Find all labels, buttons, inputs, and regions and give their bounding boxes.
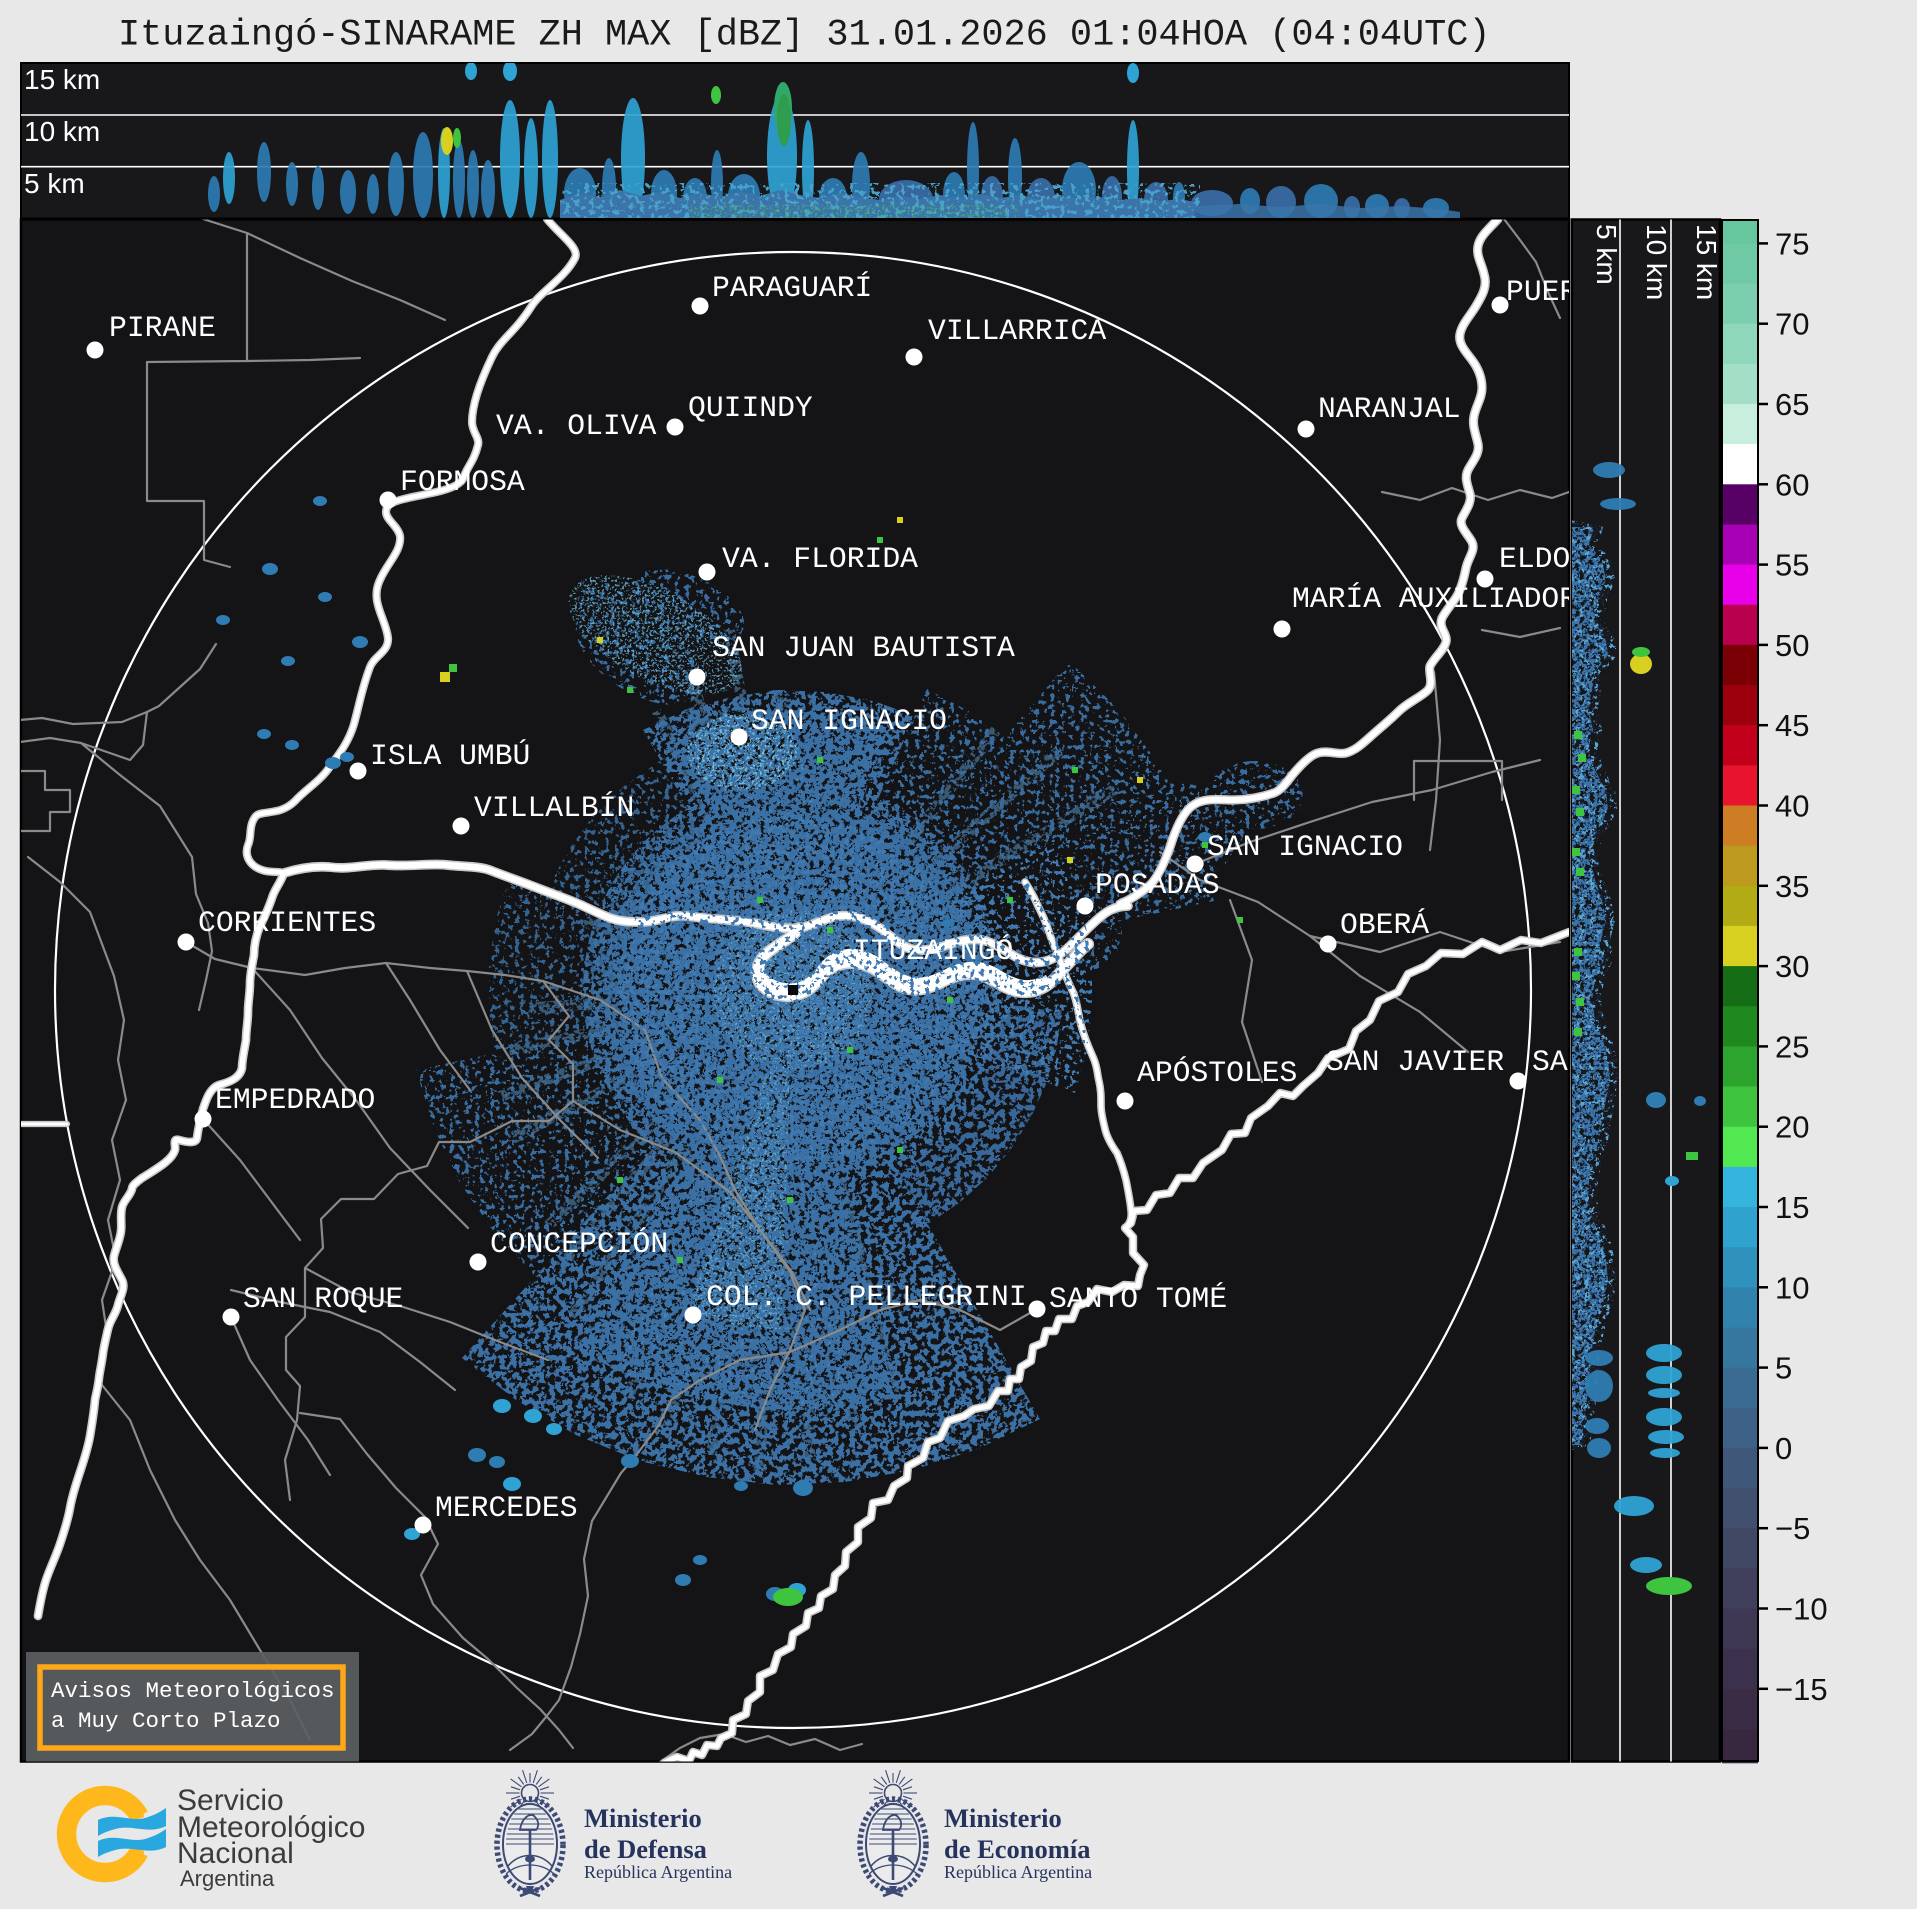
svg-text:VILLALBÍN: VILLALBÍN — [474, 791, 634, 825]
svg-text:SANTA MARÍA: SANTA MARÍA — [1532, 1045, 1728, 1079]
svg-text:SAN IGNACIO: SAN IGNACIO — [1207, 830, 1403, 864]
svg-text:Meteorológico: Meteorológico — [177, 1811, 365, 1844]
svg-text:Argentina: Argentina — [180, 1866, 275, 1891]
svg-text:PIRANE: PIRANE — [109, 311, 216, 345]
svg-text:República Argentina: República Argentina — [584, 1862, 732, 1882]
svg-text:SAN JAVIER: SAN JAVIER — [1326, 1045, 1504, 1079]
svg-text:10 km: 10 km — [1641, 224, 1672, 300]
svg-text:−10: −10 — [1775, 1592, 1828, 1627]
svg-text:OBERÁ: OBERÁ — [1340, 908, 1429, 942]
svg-text:55: 55 — [1775, 548, 1809, 583]
svg-text:VILLARRICA: VILLARRICA — [928, 314, 1106, 348]
svg-text:QUIINDY: QUIINDY — [688, 391, 813, 425]
svg-text:35: 35 — [1775, 869, 1809, 904]
svg-text:POSADAS: POSADAS — [1095, 868, 1220, 902]
svg-text:FORMOSA: FORMOSA — [400, 465, 525, 499]
svg-text:15 km: 15 km — [1691, 224, 1722, 300]
svg-text:20: 20 — [1775, 1110, 1809, 1145]
svg-text:APÓSTOLES: APÓSTOLES — [1137, 1056, 1297, 1090]
svg-text:75: 75 — [1775, 226, 1809, 261]
svg-text:5 km: 5 km — [1591, 224, 1622, 285]
svg-text:15: 15 — [1775, 1190, 1809, 1225]
svg-text:República Argentina: República Argentina — [944, 1862, 1092, 1882]
svg-text:CORRIENTES: CORRIENTES — [198, 906, 376, 940]
svg-text:EMPEDRADO: EMPEDRADO — [215, 1083, 375, 1117]
svg-text:60: 60 — [1775, 467, 1809, 502]
svg-text:5 km: 5 km — [24, 168, 85, 199]
svg-text:de Economía: de Economía — [944, 1834, 1091, 1864]
svg-text:NARANJAL: NARANJAL — [1318, 392, 1461, 426]
svg-text:MARÍA AUXILIADORA: MARÍA AUXILIADORA — [1292, 582, 1595, 616]
svg-text:COL. C. PELLEGRINI: COL. C. PELLEGRINI — [706, 1280, 1027, 1314]
svg-text:Ministerio: Ministerio — [584, 1803, 702, 1833]
svg-text:Avisos Meteorológicos: Avisos Meteorológicos — [51, 1678, 335, 1704]
svg-text:Ituzaingó-SINARAME ZH MAX [dBZ: Ituzaingó-SINARAME ZH MAX [dBZ] 31.01.20… — [118, 15, 1491, 57]
svg-text:45: 45 — [1775, 708, 1809, 743]
svg-text:10: 10 — [1775, 1270, 1809, 1305]
svg-text:Servicio: Servicio — [177, 1784, 284, 1817]
svg-text:40: 40 — [1775, 789, 1809, 824]
svg-text:70: 70 — [1775, 307, 1809, 342]
svg-text:VA. FLORIDA: VA. FLORIDA — [722, 542, 918, 576]
svg-text:−15: −15 — [1775, 1672, 1828, 1707]
svg-text:5: 5 — [1775, 1351, 1792, 1386]
svg-text:de Defensa: de Defensa — [584, 1834, 707, 1864]
svg-text:PUERTO RICO: PUERTO RICO — [1506, 275, 1702, 309]
svg-text:ELDORADO: ELDORADO — [1499, 542, 1642, 576]
svg-text:10 km: 10 km — [24, 116, 100, 147]
svg-text:Nacional: Nacional — [177, 1837, 294, 1870]
svg-text:ISLA UMBÚ: ISLA UMBÚ — [370, 739, 530, 773]
svg-text:SAN IGNACIO: SAN IGNACIO — [751, 704, 947, 738]
svg-text:25: 25 — [1775, 1029, 1809, 1064]
svg-text:SAN JUAN BAUTISTA: SAN JUAN BAUTISTA — [712, 631, 1015, 665]
svg-text:0: 0 — [1775, 1431, 1792, 1466]
svg-text:−5: −5 — [1775, 1511, 1810, 1546]
svg-text:15 km: 15 km — [24, 64, 100, 95]
svg-text:30: 30 — [1775, 949, 1809, 984]
svg-text:PARAGUARÍ: PARAGUARÍ — [712, 271, 872, 305]
svg-text:SAN ROQUE: SAN ROQUE — [243, 1282, 403, 1316]
svg-text:ITUZAINGÓ: ITUZAINGÓ — [853, 934, 1013, 968]
svg-text:65: 65 — [1775, 387, 1809, 422]
svg-text:CONCEPCIÓN: CONCEPCIÓN — [490, 1227, 668, 1261]
svg-text:Ministerio: Ministerio — [944, 1803, 1062, 1833]
svg-text:a Muy Corto Plazo: a Muy Corto Plazo — [51, 1708, 281, 1734]
svg-text:MERCEDES: MERCEDES — [435, 1491, 578, 1525]
svg-text:SANTO TOMÉ: SANTO TOMÉ — [1049, 1282, 1227, 1316]
svg-text:VA. OLIVA: VA. OLIVA — [496, 409, 657, 443]
svg-text:50: 50 — [1775, 628, 1809, 663]
